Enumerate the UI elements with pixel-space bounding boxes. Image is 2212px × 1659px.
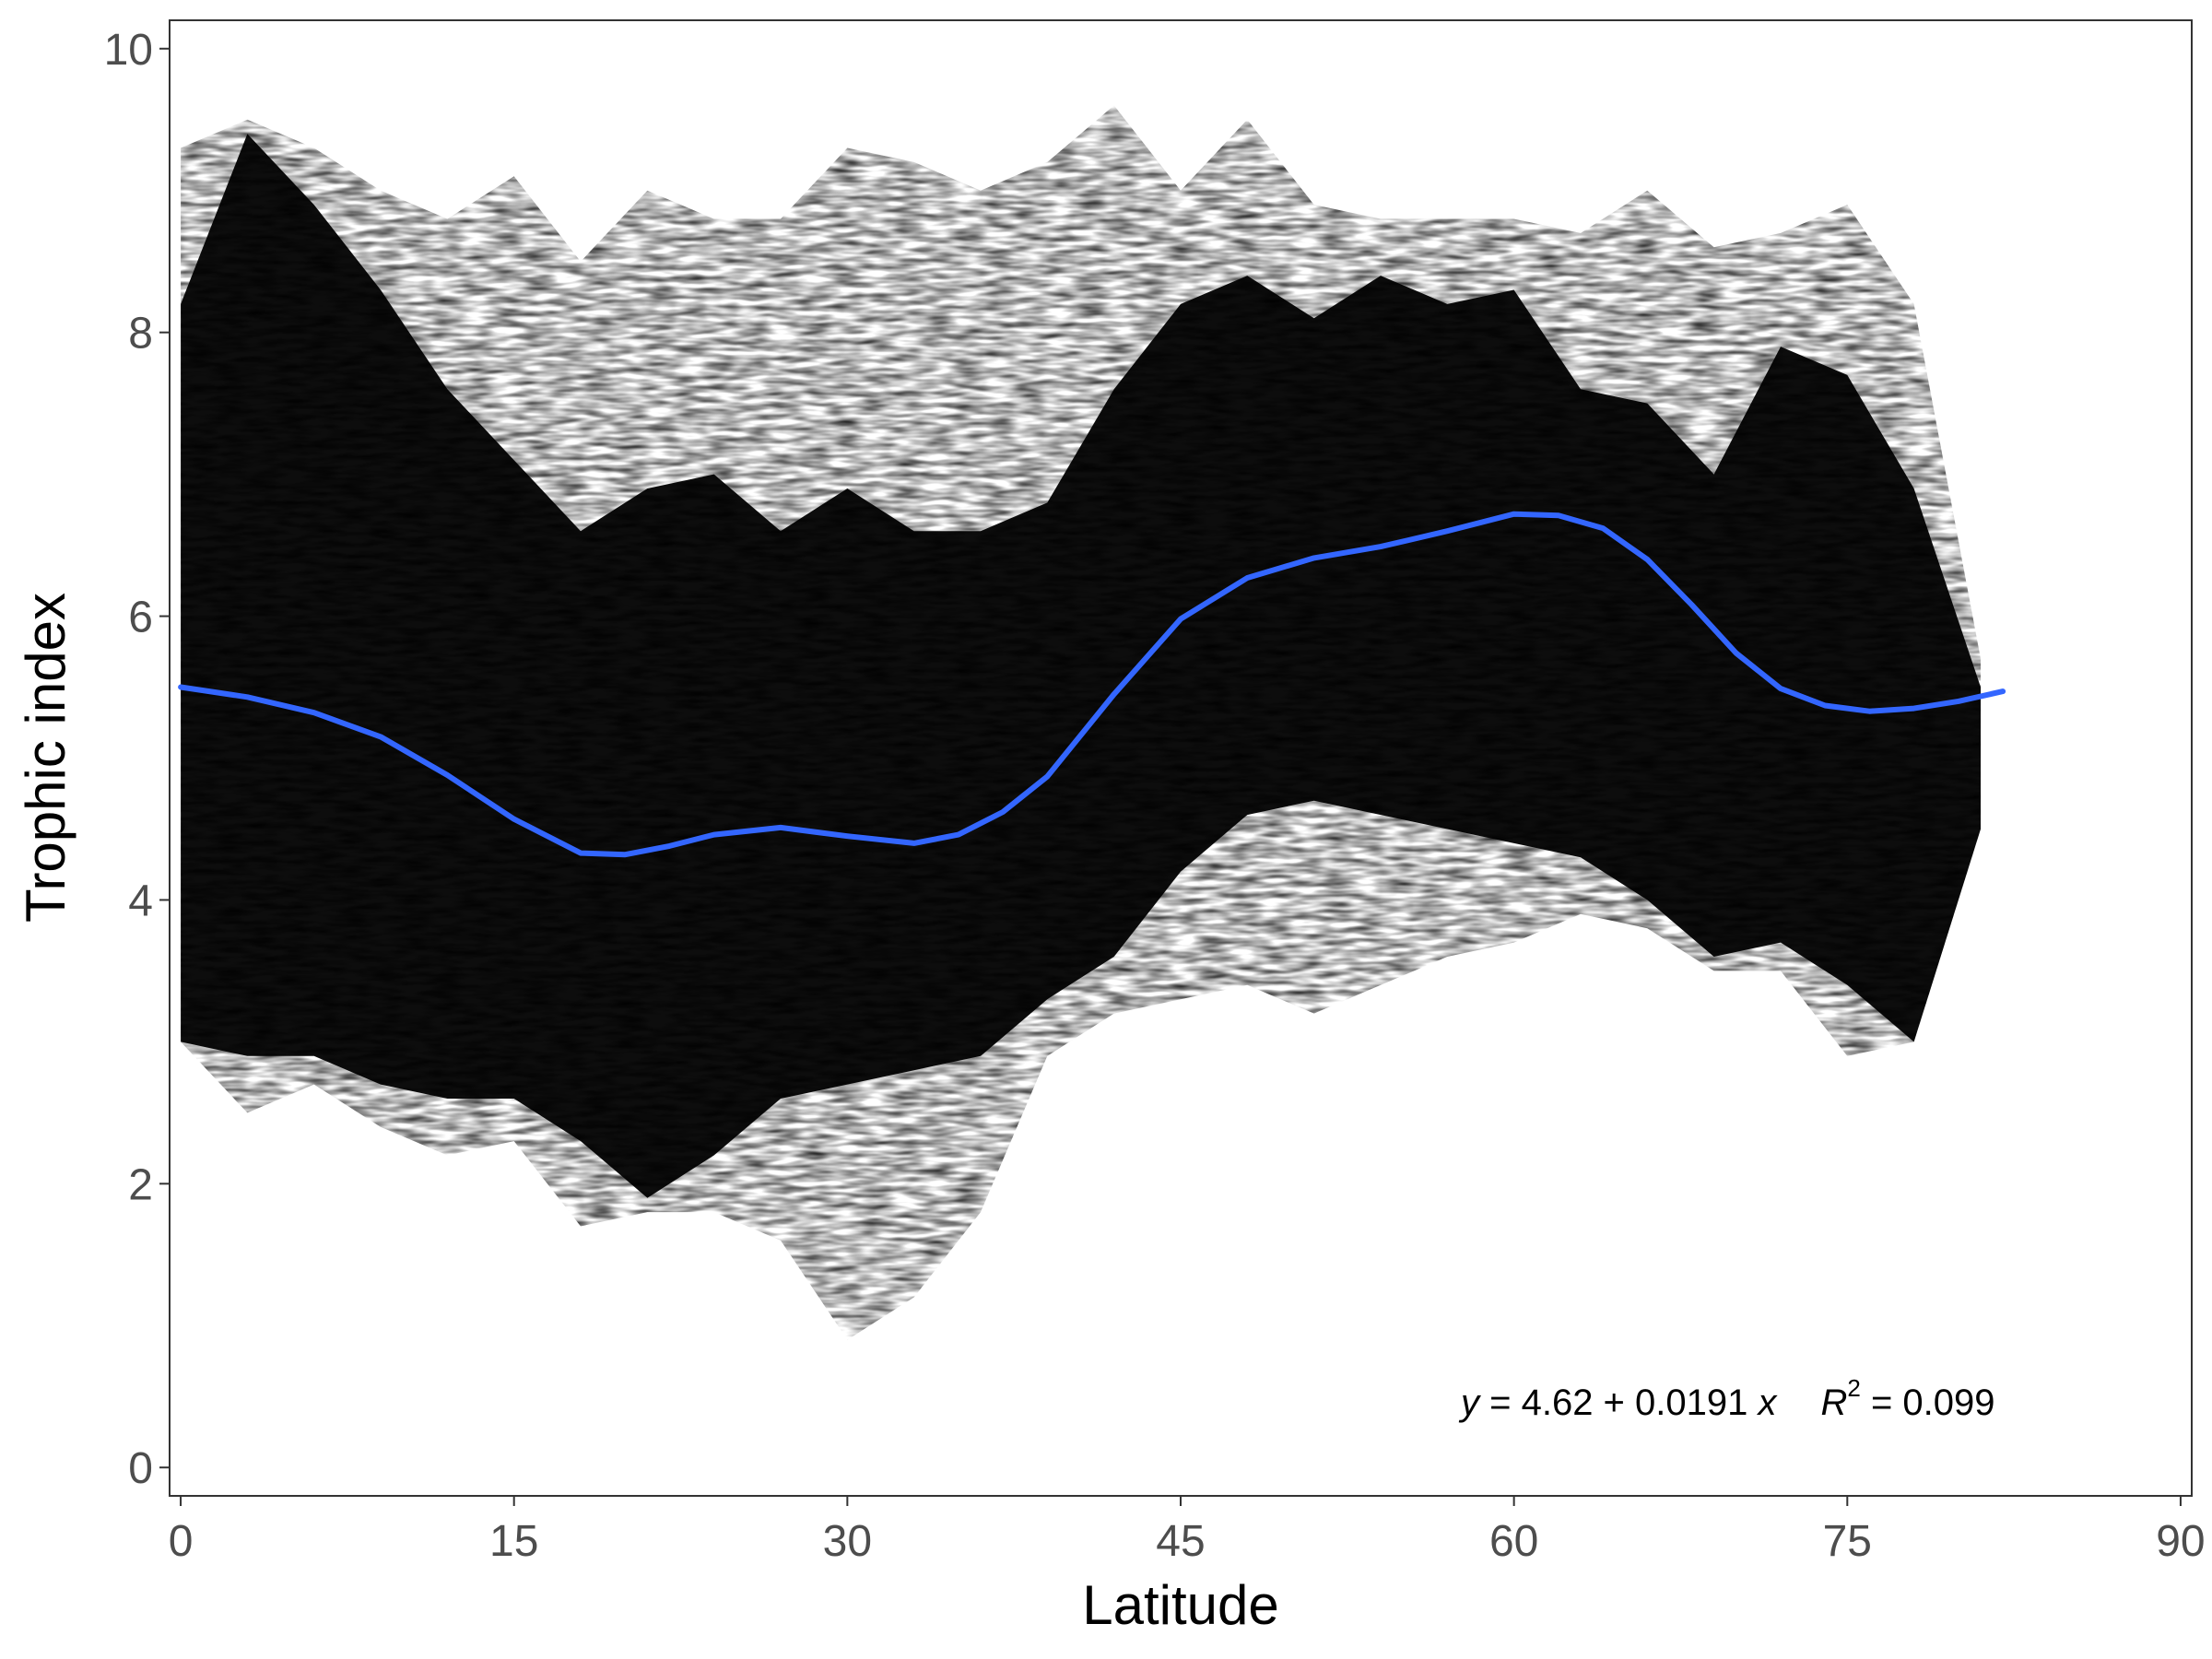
x-tick-label: 15 xyxy=(489,1517,538,1566)
y-tick-label: 2 xyxy=(128,1160,153,1209)
x-tick-label: 45 xyxy=(1156,1517,1205,1566)
scatter-points xyxy=(181,105,1982,1340)
x-axis-title: Latitude xyxy=(1082,1574,1279,1636)
y-tick-label: 8 xyxy=(128,310,153,359)
x-tick-label: 90 xyxy=(2156,1517,2205,1566)
x-axis-ticks: 0 15 30 45 60 75 90 xyxy=(169,1496,2206,1566)
regression-equation: y = 4.62 + 0.0191 x R2 = 0.099 xyxy=(1458,1374,1995,1423)
smooth-fit xyxy=(178,511,2006,858)
y-tick-label: 6 xyxy=(128,594,153,642)
y-axis-title: Trophic index xyxy=(15,593,76,923)
x-tick-label: 60 xyxy=(1489,1517,1538,1566)
y-tick-label: 0 xyxy=(128,1444,153,1493)
y-tick-label: 4 xyxy=(128,877,153,925)
y-axis-ticks: 0 2 4 6 8 10 xyxy=(104,26,170,1493)
y-tick-label: 10 xyxy=(104,26,153,75)
x-tick-label: 0 xyxy=(169,1517,194,1566)
fit-line xyxy=(178,511,2006,858)
scatter-dense-band xyxy=(181,134,1982,1198)
x-tick-label: 30 xyxy=(823,1517,872,1566)
x-tick-label: 75 xyxy=(1823,1517,1872,1566)
plot-panel-border xyxy=(169,19,2193,1497)
